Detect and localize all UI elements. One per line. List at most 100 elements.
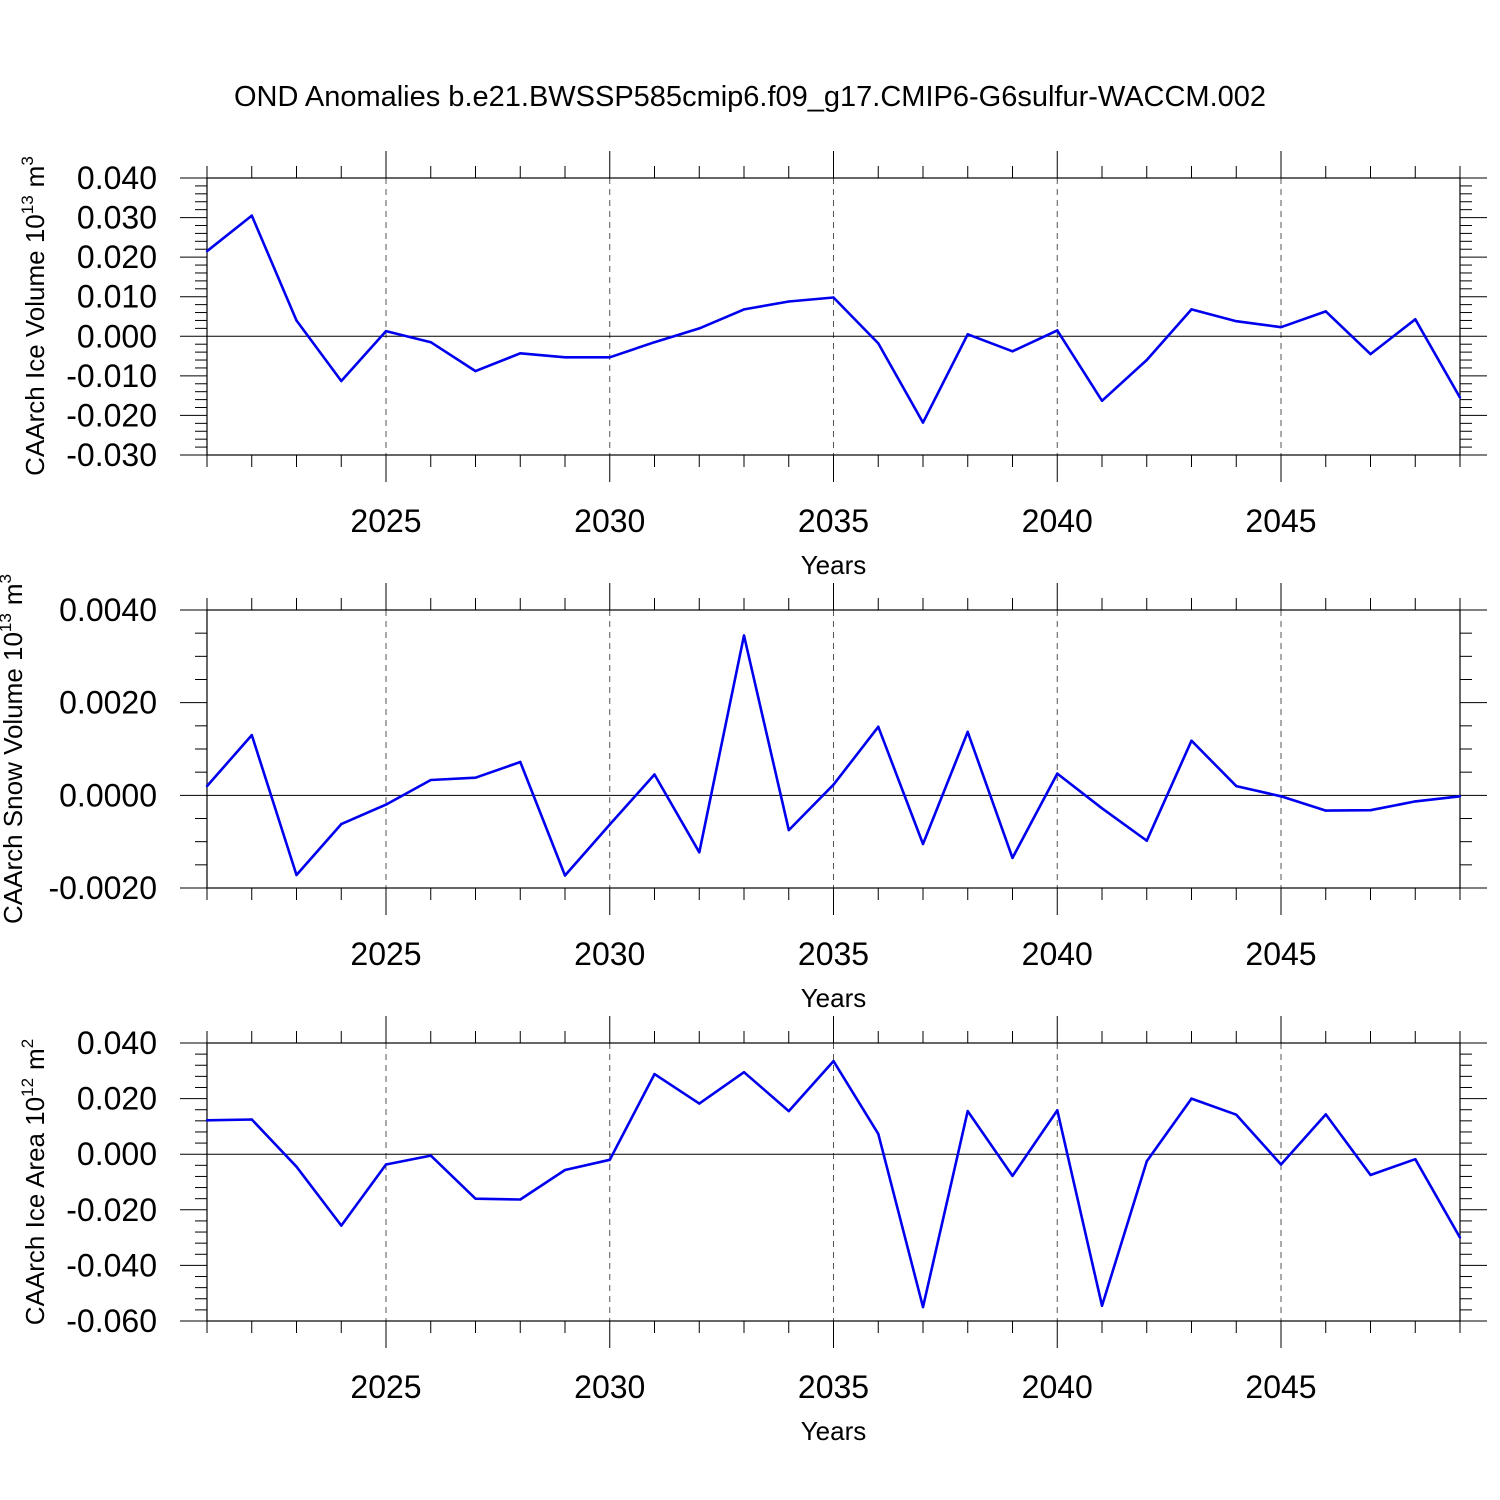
panel-3-point-2047 (1369, 1173, 1372, 1177)
panel-3-point-2026 (429, 1154, 432, 1157)
panel-1-point-2026 (429, 341, 432, 344)
panel-1-point-2030 (608, 356, 611, 359)
panel-1-point-2025 (384, 329, 388, 333)
panel-1-ytick-label-6: -0.020 (66, 397, 157, 433)
panel-2-point-2022 (250, 733, 253, 737)
panel-1-ytick-label-4: 0.000 (77, 318, 157, 354)
panel-1-ylabel: CAArch Ice Volume 1013 m3 (18, 156, 50, 476)
panel-1-point-2027 (474, 369, 477, 373)
panels: 0.0400.0300.0200.0100.000-0.010-0.020-0.… (0, 151, 1487, 1446)
panel-2-xtick-label-3: 2040 (1022, 936, 1093, 972)
panel-3-ylabel-main: CAArch Ice Area 10 (20, 1097, 50, 1325)
panel-1-point-2044 (1235, 320, 1238, 323)
panel-1-point-2028 (519, 352, 522, 355)
panel-1-point-2039 (1011, 350, 1014, 353)
panel-2-point-2029 (563, 874, 567, 877)
panel-2-point-2037 (921, 842, 925, 846)
panel-3-point-2043 (1190, 1097, 1193, 1100)
panel-1-point-2047 (1369, 352, 1372, 356)
panel-3-point-2040 (1056, 1109, 1059, 1112)
panel-2-point-2044 (1235, 784, 1238, 788)
panel-2-point-2031 (653, 773, 656, 776)
panel-2-ytick-label-0: 0.0040 (59, 592, 157, 628)
panel-3: 0.040 0.020 0.000 -0.020 -0.040 -0.060 2025 203… (18, 1016, 1487, 1446)
panel-1-point-2049 (1458, 396, 1462, 399)
panel-1-point-2023 (295, 319, 298, 322)
panel-1-point-2045 (1279, 325, 1283, 329)
panel-2-xlabel: Years (801, 983, 867, 1013)
panel-1-point-2036 (877, 342, 880, 345)
panel-2-ytick-label-1: 0.0020 (59, 685, 157, 721)
panel-1-ytick-label-7: -0.030 (66, 437, 157, 473)
panel-2-point-2026 (429, 778, 432, 782)
panel-1-point-2048 (1414, 318, 1417, 321)
panel-1-ytick-label-2: 0.020 (77, 239, 157, 275)
panel-3-ylabel-unit: m (20, 1048, 50, 1070)
panel-1-xtick-label-2: 2035 (798, 503, 869, 539)
panel-1-xtick-label-4: 2045 (1245, 503, 1316, 539)
panel-2-point-2034 (787, 828, 790, 832)
panel-1-ylabel-main: CAArch Ice Volume 10 (20, 214, 50, 476)
panel-1-xtick-label-1: 2030 (574, 503, 645, 539)
panel-3-xtick-label-2: 2035 (798, 1369, 869, 1405)
panel-1-point-2029 (563, 356, 567, 359)
panel-2-point-2030 (608, 823, 611, 826)
panel-1-point-2022 (250, 214, 253, 217)
panel-1-ytick-label-1: 0.030 (77, 200, 157, 236)
panel-3-point-2023 (295, 1165, 298, 1168)
panel-2-xtick-label-0: 2025 (350, 936, 421, 972)
panel-2-ytick-label-3: -0.0020 (48, 870, 157, 906)
panel-1-xtick-label-3: 2040 (1022, 503, 1093, 539)
panel-3-xtick-label-0: 2025 (350, 1369, 421, 1405)
panel-2-point-2023 (295, 873, 298, 877)
panel-2-point-2035 (832, 783, 835, 786)
panel-1-point-2043 (1190, 308, 1193, 311)
panel-3-point-2034 (787, 1109, 790, 1113)
panel-3-point-2024 (340, 1224, 343, 1227)
panel-2-point-2040 (1056, 772, 1059, 775)
panel-1-point-2041 (1100, 399, 1104, 402)
panel-2-point-2048 (1414, 800, 1417, 803)
panel-2-ylabel-main: CAArch Snow Volume 10 (0, 632, 28, 924)
panel-3-xtick-label-1: 2030 (574, 1369, 645, 1405)
panel-3-point-2027 (474, 1197, 477, 1200)
panel-3-point-2037 (921, 1305, 925, 1309)
panel-3-xtick-label-3: 2040 (1022, 1369, 1093, 1405)
panel-3-ytick-label-0: 0.040 (77, 1025, 157, 1061)
panel-1-ylabel-unit: m (20, 166, 50, 188)
panel-3-point-2041 (1100, 1304, 1104, 1307)
panel-2-point-2027 (474, 776, 477, 779)
panel-1-ytick-label-3: 0.010 (77, 279, 157, 315)
panel-3-point-2030 (608, 1158, 611, 1161)
panel-2-point-2021 (205, 784, 209, 788)
panel-3-point-2035 (832, 1059, 835, 1063)
panel-2-point-2047 (1369, 808, 1372, 812)
panel-2-point-2024 (340, 822, 343, 826)
panel-2-point-2028 (519, 760, 522, 764)
panel-3-point-2028 (519, 1198, 522, 1201)
panel-3-point-2025 (384, 1163, 388, 1166)
panel-2: 0.0040 0.0020 0.0000 -0.0020 2025 2030 2035 204… (0, 574, 1487, 1013)
panel-3-point-2039 (1011, 1174, 1014, 1178)
panel-2-point-2046 (1324, 809, 1327, 812)
panel-2-point-2039 (1011, 856, 1014, 860)
panel-1-point-2032 (698, 327, 701, 330)
panel-2-xtick-label-4: 2045 (1245, 936, 1316, 972)
panel-2-point-2036 (877, 725, 880, 728)
panel-1-point-2046 (1324, 310, 1327, 313)
panel-1-point-2042 (1145, 358, 1148, 362)
panel-3-point-2029 (563, 1168, 567, 1172)
panel-2-point-2042 (1145, 839, 1148, 842)
panel-2-point-2032 (698, 851, 701, 854)
panel-2-ylabel-unit: m (0, 583, 28, 605)
panel-2-ylabel-unit-exp: 3 (0, 574, 15, 583)
panel-2-ytick-label-2: 0.0000 (59, 777, 157, 813)
panel-2-point-2025 (384, 803, 388, 806)
panel-3-xlabel: Years (801, 1416, 867, 1446)
panel-3-point-2036 (877, 1132, 880, 1136)
panel-3-xtick-label-4: 2045 (1245, 1369, 1316, 1405)
panel-3-point-2032 (698, 1102, 701, 1105)
panel-3-ylabel: CAArch Ice Area 1012 m2 (18, 1039, 50, 1325)
panel-1-point-2037 (921, 421, 925, 424)
